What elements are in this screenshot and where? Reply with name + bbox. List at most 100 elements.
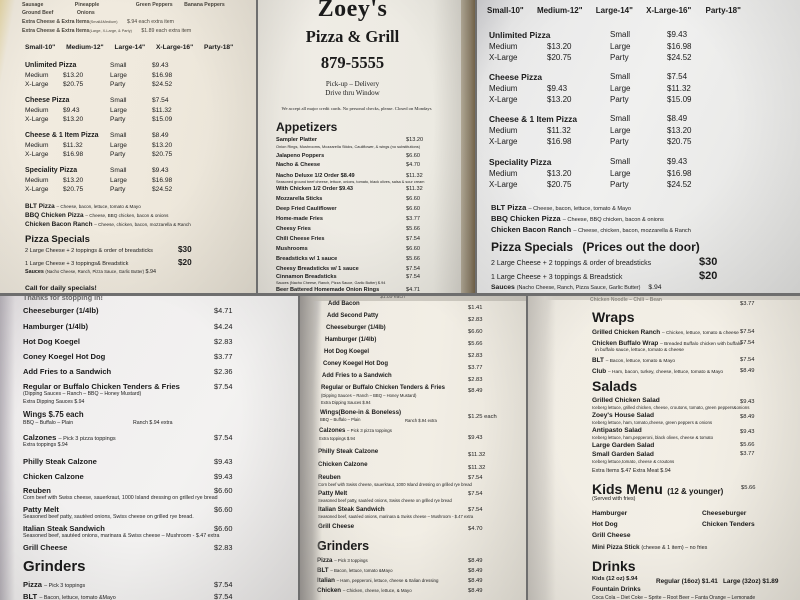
spec-party-size: Party	[610, 180, 629, 189]
grinder-row: Italian – Ham, pepperoni, lettuce, chees…	[317, 577, 438, 584]
calzones-row: Calzones – Pick 3 pizza toppings	[23, 433, 116, 442]
sandwich-price: $6.60	[214, 486, 233, 495]
kids-mini-pizza-name: Mini Pizza Stick	[592, 544, 640, 551]
sauces-label: Sauces	[491, 284, 515, 291]
grinder-price: $7.54	[214, 592, 233, 600]
spec-medium-price: $13.20	[547, 169, 572, 178]
c1-medium-size: Medium	[489, 126, 518, 135]
unlimited-medium-price: $13.20	[63, 72, 84, 79]
spec-medium-size: Medium	[25, 177, 49, 184]
grinder-row: Pizza – Pick 3 toppings	[23, 580, 85, 589]
wrap-desc: – Chicken, lettuce, tomato & cheese	[661, 331, 739, 336]
sandwich-price: $7.54	[468, 475, 483, 481]
calzones-row: Calzones – Pick 3 pizza toppings	[319, 428, 392, 434]
appetizer-name: Sampler Platter	[276, 137, 318, 143]
spec-small-size: Small	[610, 157, 631, 166]
sandwich-price: $7.54	[468, 491, 483, 497]
salad-name: Zoey's House Salad	[592, 412, 655, 419]
sandwich-price: $6.60	[214, 524, 233, 533]
kids-menu-title: Kids Menu	[592, 481, 663, 497]
speciality-cbr-name: Chicken Bacon Ranch	[491, 225, 572, 234]
cheese-large-price: $11.32	[152, 107, 172, 114]
pizza-special-2-text: 1 Large Cheese + 3 toppings& Breadstick	[25, 261, 129, 267]
wrap-price: $7.54	[740, 340, 755, 346]
cheese-party-price: $15.09	[152, 116, 173, 123]
appetizer-price: $3.77	[406, 216, 420, 222]
appetizer-name: Breadsticks w/ 1 sauce	[276, 256, 338, 262]
drink-size-large: Large (32oz) $1.89	[723, 578, 779, 585]
cheese-small-price: $7.54	[152, 97, 169, 104]
sandwich-name: Add Bacon	[328, 301, 360, 307]
sandwich-price: $7.54	[214, 382, 233, 391]
salad-price: $5.66	[740, 442, 755, 448]
pizza-group-title-speciality: Speciality Pizza	[25, 167, 78, 174]
grinder-price: $7.54	[214, 580, 233, 589]
paper-background	[258, 0, 477, 295]
topping-banana-peppers: Banana Peppers	[184, 2, 225, 8]
sandwich-price: $2.83	[214, 337, 233, 346]
size-medium: Medium-12"	[536, 6, 583, 15]
sandwich-price: $2.83	[468, 317, 483, 323]
grinder-price: $8.49	[468, 578, 483, 584]
appetizer-price: $5.66	[406, 256, 420, 262]
pizza-group-title-cheese-1-item: Cheese & 1 Item Pizza	[489, 114, 577, 124]
paper-background	[0, 0, 258, 295]
paper-background	[0, 295, 300, 600]
panel-front-cover: Zoey's Pizza & Grill 879-5555 Pick-up – …	[258, 0, 477, 295]
speciality-blt-row: BLT Pizza – Cheese, bacon, lettuce, toma…	[491, 203, 631, 212]
c1-party-size: Party	[610, 137, 629, 146]
grinder-desc: – Pick 3 toppings	[44, 583, 86, 589]
wrap-desc: – Bacon, lettuce, tomato & Mayo	[605, 359, 676, 364]
size-small: Small-10"	[487, 6, 524, 15]
appetizer-price: $6.60	[406, 246, 420, 252]
cheese-party-size: Party	[610, 95, 629, 104]
spec-party-size: Party	[110, 186, 126, 193]
wrap-price: $8.49	[740, 368, 755, 374]
c1-large-size: Large	[610, 126, 631, 135]
pizza-group-title-cheese: Cheese Pizza	[25, 97, 70, 104]
sandwich-name: Reuben	[318, 474, 341, 481]
spec-medium-price: $13.20	[63, 177, 84, 184]
extra-items-sm-price: $.94 each extra item	[127, 19, 175, 25]
sandwich-desc: Seasoned beef, sautéed onions, marinara …	[318, 514, 474, 519]
pizza-group-title-unlimited: Unlimited Pizza	[489, 30, 551, 40]
salad-extras: Extra Items $.47 Extra Meat $.94	[592, 468, 671, 474]
pizza-specials-heading: Pizza Specials (Prices out the door)	[491, 240, 700, 254]
salad-desc: Iceberg lettuce, ham, tomato,cheese, gre…	[592, 420, 713, 425]
panel-sandwiches-grinders-left: Thanks for stopping in! Cheeseburger (1/…	[0, 295, 300, 600]
wings-name: Wings $.75 each	[23, 410, 84, 419]
appetizer-name: With Chicken 1/2 Order $9.43	[276, 186, 354, 192]
spec-party-price: $24.52	[152, 186, 173, 193]
spec-xlarge-size: X-Large	[489, 180, 518, 189]
salad-price: $8.49	[740, 414, 755, 420]
pizza-special-1-text: 2 Large Cheese + 2 toppings & order of b…	[491, 260, 652, 267]
c1-party-size: Party	[110, 151, 126, 158]
salad-name: Grilled Chicken Salad	[592, 397, 660, 404]
sandwich-price: $2.83	[214, 543, 233, 552]
spec-small-size: Small	[110, 167, 127, 174]
calzones-price: $9.43	[468, 435, 483, 441]
appetizer-desc: Seasoned ground beef cheese, lettuce, on…	[276, 180, 425, 184]
grinder-row: BLT – Bacon, lettuce, tomato &Mayo	[317, 567, 393, 574]
grinder-desc: – Ham, pepperoni, lettuce, cheese & Ital…	[336, 578, 439, 583]
c1-xlarge-price: $16.98	[547, 137, 572, 146]
service-pickup-delivery: Pick-up – Delivery	[325, 80, 380, 88]
sandwich-desc: Seasoned beef, sautéed onions, marinara …	[23, 533, 220, 539]
appetizer-desc: Onion Rings, Mushrooms, Mozzarella Stick…	[276, 144, 421, 149]
spec-large-size: Large	[110, 177, 127, 184]
speciality-cbr-row: Chicken Bacon Ranch – Cheese, chicken, b…	[491, 225, 691, 234]
sandwich-desc: Corn beef with Swiss cheese, sauerkraut,…	[318, 482, 472, 487]
salad-desc: Iceberg lettuce,tomato, cheese & crouton…	[592, 459, 675, 464]
speciality-blt-desc: – Cheese, bacon, lettuce, tomato & Mayo	[56, 204, 141, 209]
appetizer-desc: Sauces (Nacho Cheese, Ranch, Pizza Sauce…	[276, 281, 386, 285]
topping-green-peppers: Green Peppers	[135, 2, 173, 8]
speciality-bbq-name: BBQ Chicken Pizza	[491, 214, 561, 223]
unlimited-medium-price: $13.20	[547, 42, 572, 51]
topping-ground-beef: Ground Beef	[22, 10, 54, 16]
sandwich-price: $4.70	[468, 526, 483, 532]
unlimited-xlarge-size: X-Large	[489, 53, 518, 62]
sandwich-name: Reuben	[23, 486, 51, 495]
cheese-medium-price: $9.43	[547, 84, 568, 93]
c1-small-size: Small	[610, 114, 631, 123]
